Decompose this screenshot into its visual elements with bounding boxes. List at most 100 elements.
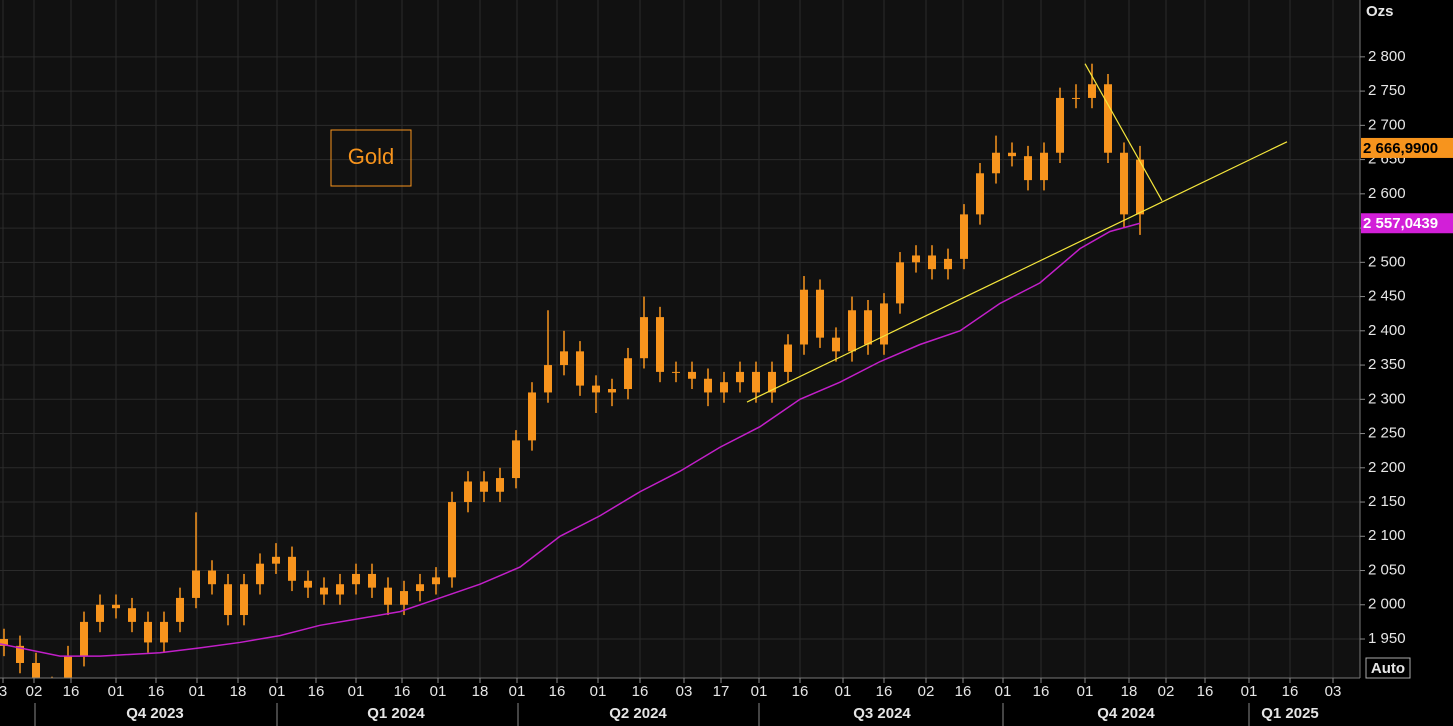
x-tick-label: 16 bbox=[1282, 683, 1299, 700]
x-tick-label: 01 bbox=[751, 683, 768, 700]
candle-body bbox=[256, 563, 264, 585]
candle-body bbox=[128, 608, 136, 622]
candle-body bbox=[1120, 152, 1128, 215]
candle-body bbox=[208, 570, 216, 585]
plot bbox=[0, 63, 1288, 678]
trend-line bbox=[746, 141, 1288, 403]
x-tick-label: 01 bbox=[430, 683, 447, 700]
candle-body bbox=[416, 584, 424, 592]
candle-body bbox=[560, 351, 568, 366]
candle-body bbox=[784, 344, 792, 372]
x-tick-label: 16 bbox=[955, 683, 972, 700]
y-tick-label: 2 350 bbox=[1368, 356, 1406, 373]
y-tick-label: 2 200 bbox=[1368, 459, 1406, 476]
x-tick-label: 16 bbox=[1033, 683, 1050, 700]
x-tick-label: 16 bbox=[63, 683, 80, 700]
candle-body bbox=[848, 310, 856, 352]
candle-body bbox=[384, 587, 392, 605]
candle-body bbox=[704, 378, 712, 393]
y-tick-label: 2 450 bbox=[1368, 288, 1406, 305]
candle-body bbox=[432, 577, 440, 585]
candle-body bbox=[1056, 97, 1064, 153]
x-tick-label: 01 bbox=[995, 683, 1012, 700]
x-tick-label: 01 bbox=[590, 683, 607, 700]
candle-body bbox=[448, 502, 456, 578]
candle-body bbox=[528, 392, 536, 441]
x-tick-label: 16 bbox=[632, 683, 649, 700]
x-tick-label: 02 bbox=[26, 683, 43, 700]
x-tick-label: 16 bbox=[308, 683, 325, 700]
y-tick-label: 2 100 bbox=[1368, 527, 1406, 544]
candle-body bbox=[80, 621, 88, 657]
x-tick-label: 17 bbox=[713, 683, 730, 700]
candle-body bbox=[1008, 152, 1016, 157]
x-tick-label: 18 bbox=[230, 683, 247, 700]
x-tick-label: 02 bbox=[918, 683, 935, 700]
candle-body bbox=[240, 584, 248, 616]
price-label: 2 557,0439 bbox=[1363, 215, 1438, 232]
y-tick-label: 2 700 bbox=[1368, 116, 1406, 133]
candle-body bbox=[272, 556, 280, 564]
chart-title: Gold bbox=[348, 144, 394, 169]
candle-body bbox=[176, 597, 184, 622]
candle-body bbox=[768, 371, 776, 393]
grid bbox=[0, 0, 1360, 678]
quarter-label: Q4 2023 bbox=[126, 705, 184, 722]
y-tick-label: 2 300 bbox=[1368, 390, 1406, 407]
candle-body bbox=[480, 481, 488, 492]
x-tick-label: 16 bbox=[876, 683, 893, 700]
moving-average-line bbox=[0, 222, 1141, 657]
quarter-label: Q3 2024 bbox=[853, 705, 911, 722]
candle-body bbox=[592, 385, 600, 393]
auto-button-label[interactable]: Auto bbox=[1371, 660, 1405, 677]
x-tick-label: 01 bbox=[189, 683, 206, 700]
candle-body bbox=[992, 152, 1000, 174]
y-tick-label: 2 750 bbox=[1368, 82, 1406, 99]
candle-body bbox=[400, 591, 408, 605]
candle-body bbox=[832, 337, 840, 352]
candle-body bbox=[224, 584, 232, 616]
price-label-box bbox=[1361, 213, 1453, 234]
quarter-label: Q1 2024 bbox=[367, 705, 425, 722]
x-tick-label: 01 bbox=[835, 683, 852, 700]
candle-body bbox=[64, 656, 72, 678]
candle-body bbox=[576, 351, 584, 386]
candle-body bbox=[816, 289, 824, 338]
candle-body bbox=[880, 303, 888, 345]
candle-body bbox=[720, 382, 728, 393]
candle-body bbox=[944, 258, 952, 270]
candle-body bbox=[928, 255, 936, 270]
x-tick-label: 03 bbox=[1325, 683, 1342, 700]
x-tick-label: 16 bbox=[1197, 683, 1214, 700]
candle-body bbox=[16, 645, 24, 663]
candle-body bbox=[336, 584, 344, 595]
y-tick-label: 2 000 bbox=[1368, 596, 1406, 613]
candle-body bbox=[608, 389, 616, 393]
candle-body bbox=[0, 639, 8, 646]
unit-label: Ozs bbox=[1366, 3, 1394, 20]
y-tick-label: 2 800 bbox=[1368, 48, 1406, 65]
candle-body bbox=[896, 262, 904, 304]
x-tick-label: 18 bbox=[1121, 683, 1138, 700]
candle-body bbox=[960, 214, 968, 259]
candle-body bbox=[800, 289, 808, 345]
candle-body bbox=[752, 371, 760, 393]
plot-area bbox=[0, 0, 1360, 678]
candle-body bbox=[32, 662, 40, 678]
x-tick-label: 01 bbox=[509, 683, 526, 700]
candle-body bbox=[544, 365, 552, 393]
candle-body bbox=[1136, 159, 1144, 215]
candle-body bbox=[192, 570, 200, 598]
y-tick-label: 2 600 bbox=[1368, 185, 1406, 202]
x-tick-label: 18 bbox=[472, 683, 489, 700]
candle-body bbox=[864, 310, 872, 345]
candle-body bbox=[160, 621, 168, 643]
candle-body bbox=[624, 358, 632, 390]
candle-body bbox=[1024, 156, 1032, 181]
auto-button[interactable] bbox=[1365, 657, 1411, 679]
y-tick-label: 2 500 bbox=[1368, 253, 1406, 270]
quarter-label: Q2 2024 bbox=[609, 705, 667, 722]
x-tick-label: 3 bbox=[0, 683, 7, 700]
candle-body bbox=[656, 317, 664, 372]
